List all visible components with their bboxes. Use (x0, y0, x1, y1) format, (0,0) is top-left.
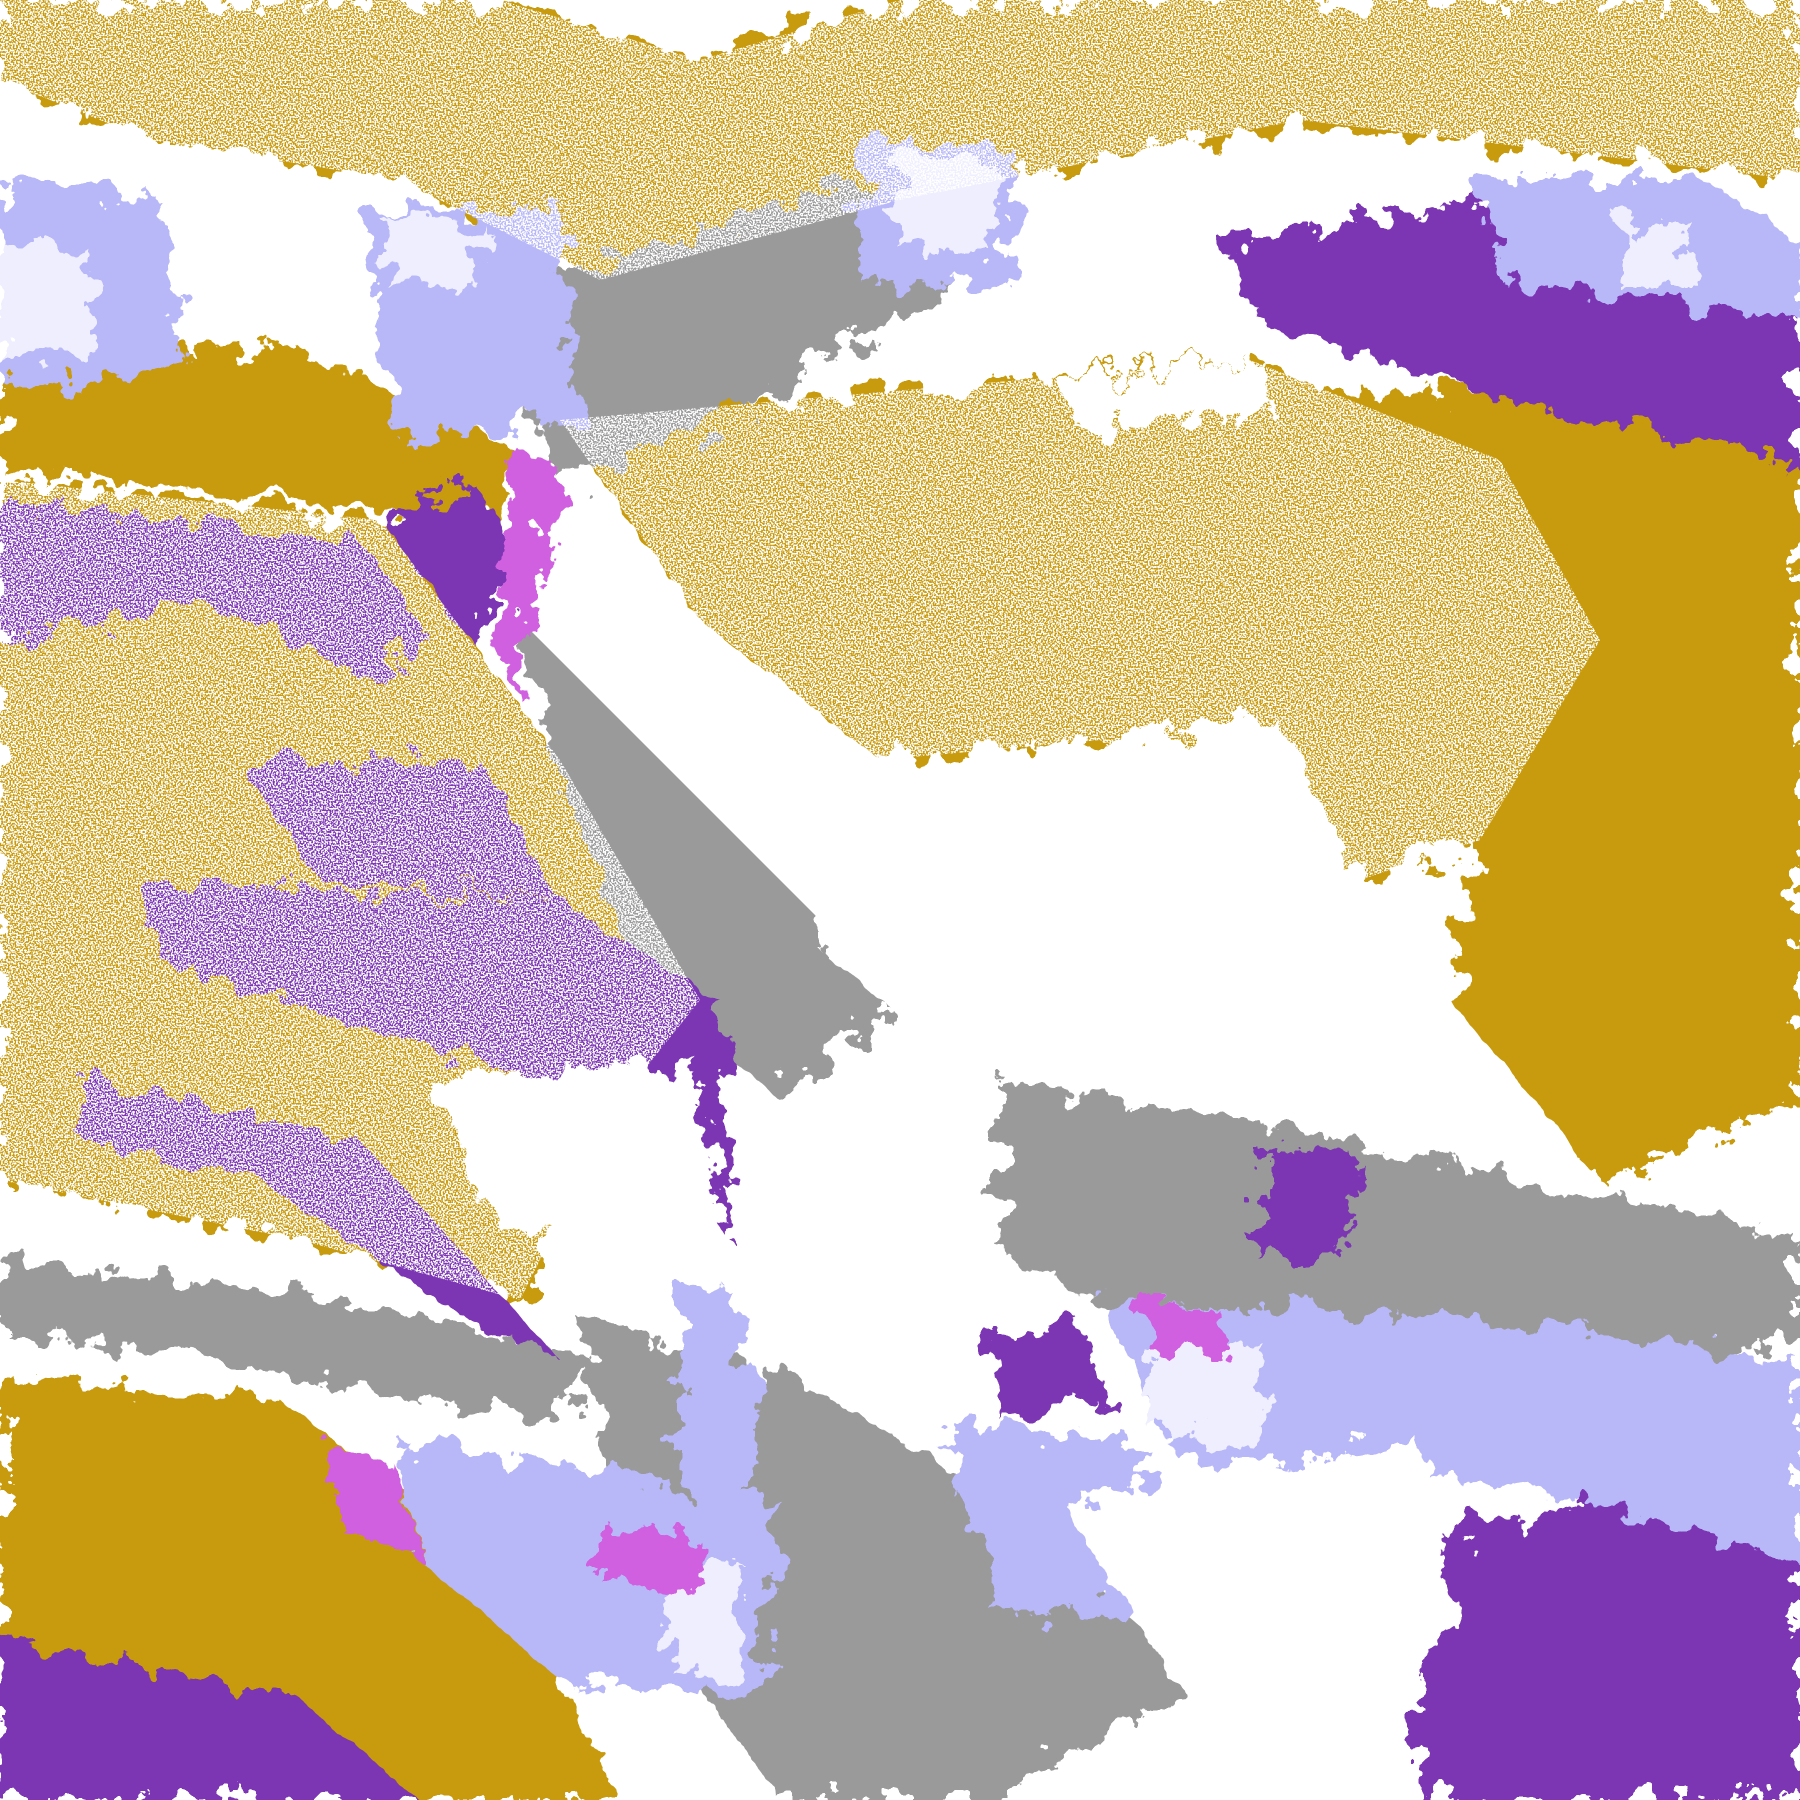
clear-region (560, 360, 1600, 900)
mid-cloud-region (1260, 1140, 1360, 1260)
clear-region (0, 480, 700, 1300)
mixed-region (1140, 1300, 1230, 1350)
mid-cloud-region (0, 1640, 420, 1800)
deep-convective-region (380, 220, 490, 290)
clear-region (0, 0, 1800, 280)
clear-region (1060, 1440, 1460, 1720)
mid-cloud-region (380, 480, 520, 640)
high-thin-region (0, 1260, 600, 1420)
high-thin-region (520, 620, 900, 1100)
speckle-texture (0, 0, 1800, 1300)
high-thick-region (680, 1280, 760, 1560)
deep-convective-region (1620, 220, 1690, 290)
mixed-region (330, 1440, 420, 1560)
mid-cloud-region (990, 1320, 1110, 1420)
high-thick-region (1100, 1300, 1800, 1560)
mixed-region (500, 440, 560, 700)
deep-convective-region (660, 1560, 740, 1680)
deep-convective-region (1150, 1340, 1270, 1440)
deep-convective-region (0, 240, 100, 360)
mixed-region (600, 1520, 700, 1590)
low-cloud-region (0, 330, 520, 520)
